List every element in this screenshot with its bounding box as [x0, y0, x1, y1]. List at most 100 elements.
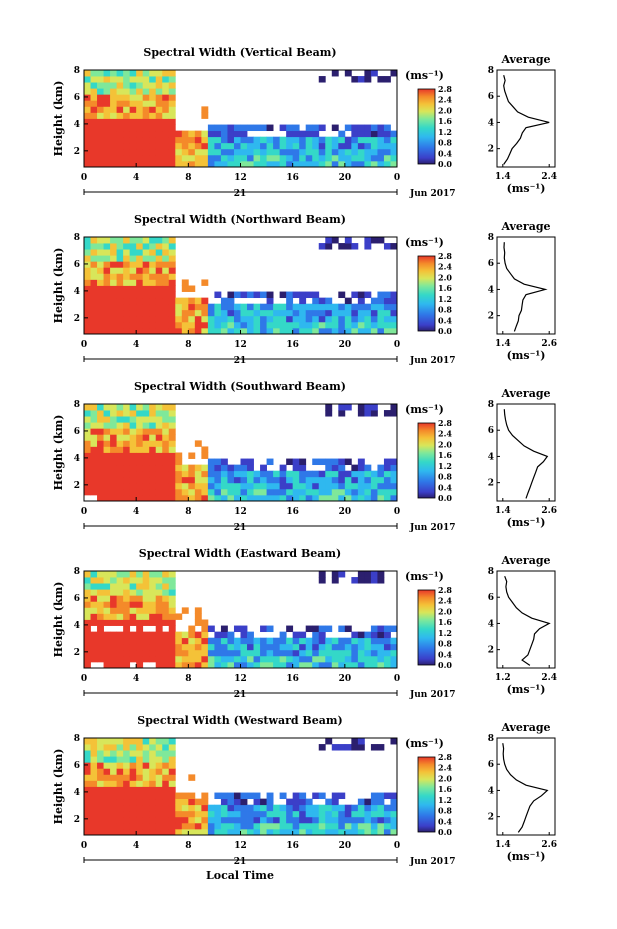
- heatmap-cell: [97, 643, 104, 651]
- heatmap-cell: [97, 452, 104, 459]
- heatmap-cell: [103, 822, 111, 830]
- heatmap-cell: [286, 822, 294, 830]
- heatmap-cell: [162, 297, 170, 305]
- heatmap-cell: [149, 607, 157, 614]
- heatmap-cell: [266, 792, 274, 800]
- heatmap-cell: [168, 780, 176, 787]
- heatmap-cell: [292, 464, 300, 472]
- profile-x-tick-label: 2.6: [541, 840, 557, 850]
- heatmap-cell: [149, 142, 157, 150]
- heatmap-cell: [136, 100, 144, 107]
- heatmap-cell: [214, 810, 222, 818]
- profile-y-tick-label: 8: [488, 66, 494, 76]
- heatmap-cell: [377, 571, 385, 578]
- heatmap-cell: [162, 643, 170, 651]
- heatmap-cell: [260, 810, 267, 818]
- heatmap-cell: [312, 804, 320, 812]
- heatmap-cell: [90, 70, 98, 77]
- heatmap-cell: [123, 762, 131, 769]
- heatmap-cell: [84, 88, 91, 95]
- heatmap-cell: [220, 470, 228, 478]
- heatmap-cell: [155, 637, 163, 645]
- heatmap-cell: [123, 94, 131, 101]
- heatmap-cell: [155, 112, 163, 119]
- heatmap-cell: [97, 428, 104, 435]
- heatmap-cell: [299, 661, 307, 669]
- heatmap-cell: [168, 792, 176, 800]
- heatmap-cell: [312, 482, 320, 490]
- heatmap-cell: [175, 816, 183, 824]
- heatmap-cell: [110, 112, 117, 119]
- heatmap-cell: [312, 154, 320, 162]
- heatmap-cell: [286, 655, 294, 663]
- heatmap-cell: [377, 655, 385, 663]
- heatmap-cell: [155, 762, 163, 769]
- heatmap-cell: [123, 780, 131, 787]
- x-tick-label: 4: [133, 841, 139, 851]
- heatmap-cell: [84, 762, 91, 769]
- heatmap-cell: [318, 816, 326, 824]
- heatmap-cell: [168, 613, 176, 620]
- heatmap-cell: [344, 637, 352, 645]
- heatmap-cell: [220, 297, 228, 305]
- heatmap-cell: [123, 601, 131, 608]
- heatmap-cell: [84, 267, 91, 274]
- heatmap-cell: [253, 309, 261, 317]
- heatmap-cell: [84, 804, 91, 812]
- heatmap-cell: [136, 649, 144, 657]
- heatmap-cell: [181, 494, 189, 502]
- heatmap-cell: [370, 321, 378, 329]
- heatmap-cell: [201, 297, 209, 305]
- heatmap-cell: [110, 643, 117, 651]
- heatmap-cell: [201, 822, 209, 830]
- heatmap-cell: [97, 249, 104, 256]
- heatmap-cell: [142, 100, 150, 107]
- heatmap-cell: [214, 464, 222, 472]
- heatmap-cell: [364, 631, 372, 639]
- heatmap-cell: [240, 470, 248, 478]
- heatmap-cell: [155, 88, 163, 95]
- heatmap-cell: [260, 327, 267, 335]
- heatmap-cell: [207, 124, 215, 132]
- heatmap-cell: [357, 309, 365, 317]
- heatmap-cell: [129, 142, 137, 150]
- heatmap-cell: [253, 142, 261, 150]
- heatmap-cell: [84, 261, 91, 268]
- heatmap-cell: [331, 571, 339, 578]
- colorbar-unit: (ms⁻¹): [405, 403, 444, 416]
- heatmap-cell: [299, 476, 307, 484]
- heatmap-cell: [149, 100, 157, 107]
- heatmap-cell: [116, 243, 124, 250]
- heatmap-cell: [162, 124, 170, 132]
- heatmap-cell: [390, 136, 398, 144]
- heatmap-cell: [383, 488, 391, 496]
- profile-unit: (ms⁻¹): [507, 349, 546, 362]
- heatmap-cell: [266, 804, 274, 812]
- heatmap-cell: [318, 154, 326, 162]
- heatmap-cell: [370, 315, 378, 323]
- heatmap-cell: [253, 315, 261, 323]
- x-tick-label: 0: [81, 674, 87, 684]
- heatmap-cell: [103, 494, 111, 502]
- heatmap-cell: [331, 643, 339, 651]
- heatmap-cell: [194, 482, 202, 490]
- panel-title: Spectral Width (Eastward Beam): [139, 547, 341, 560]
- heatmap-cell: [123, 76, 131, 83]
- heatmap-cell: [325, 649, 333, 657]
- heatmap-cell: [84, 452, 91, 459]
- heatmap-cell: [383, 160, 391, 168]
- heatmap-cell: [240, 160, 248, 168]
- heatmap-cell: [279, 637, 287, 645]
- heatmap-cell: [175, 315, 183, 323]
- heatmap-cell: [364, 148, 372, 156]
- heatmap-cell: [136, 255, 144, 262]
- heatmap-cell: [318, 792, 326, 800]
- heatmap-cell: [338, 243, 346, 250]
- y-tick-label: 4: [74, 120, 80, 130]
- heatmap-cell: [129, 649, 137, 657]
- heatmap-cell: [220, 160, 228, 168]
- heatmap-cell: [110, 780, 117, 787]
- heatmap-cell: [390, 130, 398, 138]
- heatmap-cell: [149, 804, 157, 812]
